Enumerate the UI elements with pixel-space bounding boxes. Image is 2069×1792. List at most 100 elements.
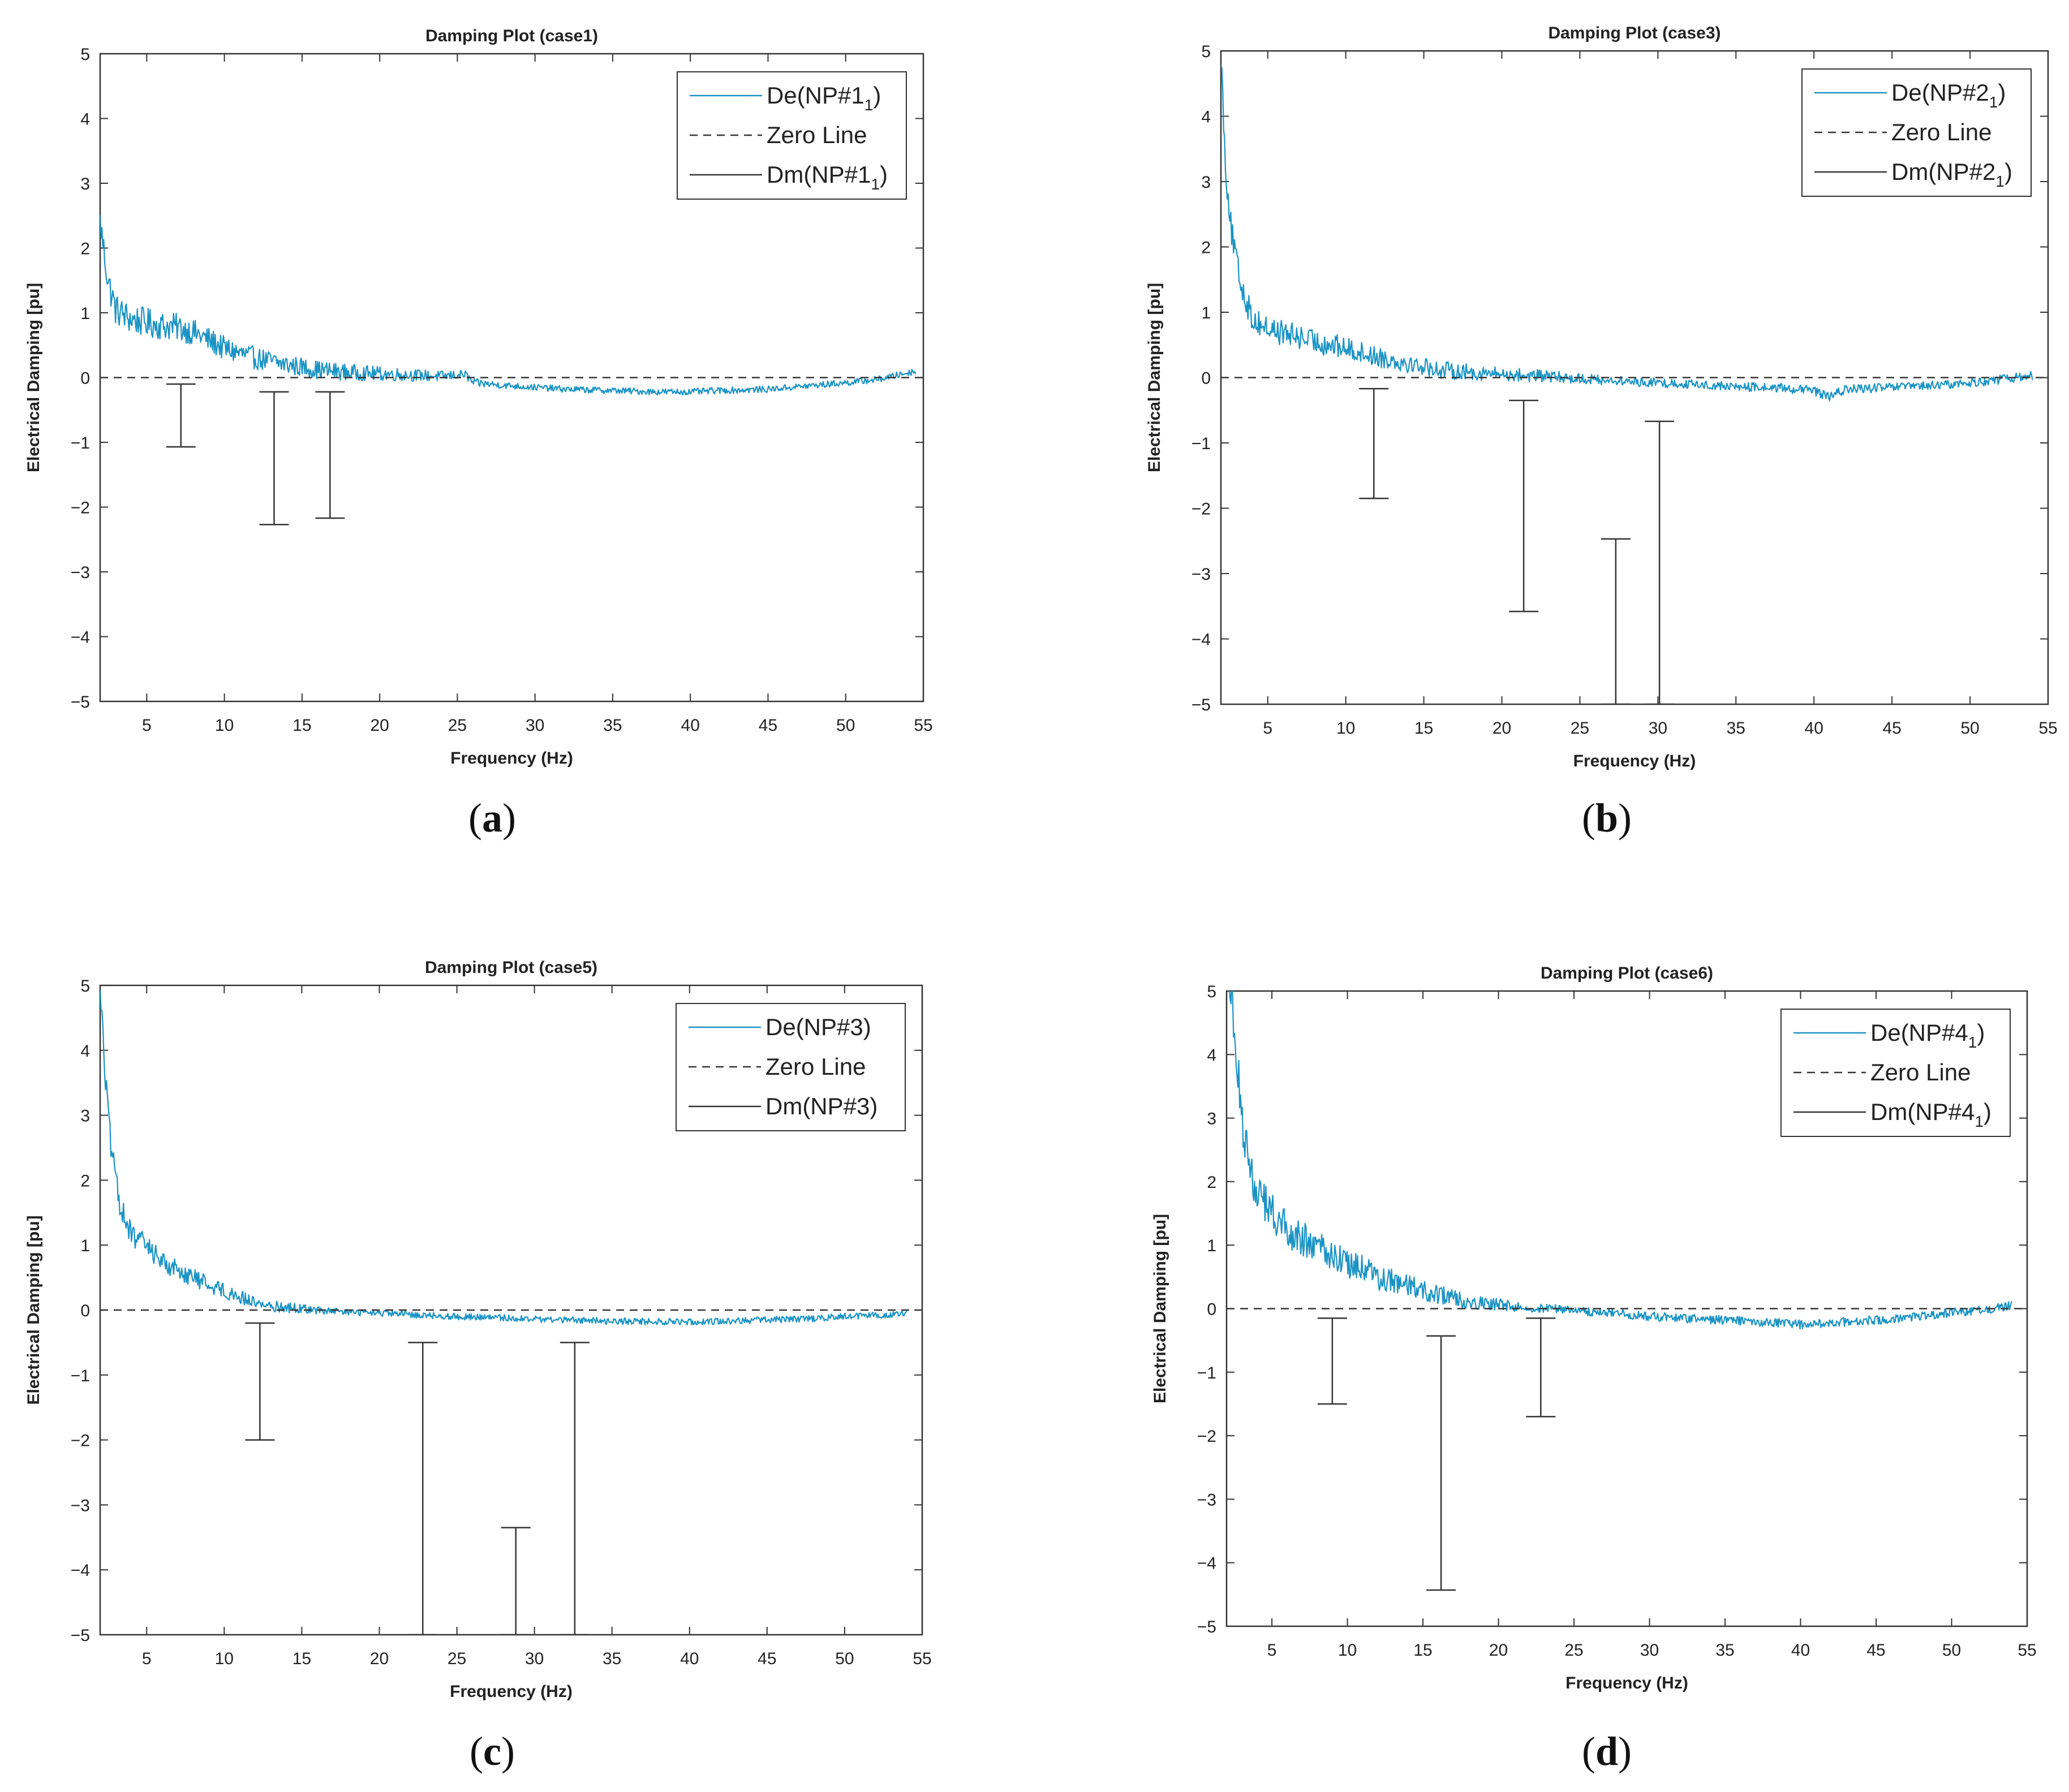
y-tick-label: 1 <box>1201 304 1211 322</box>
dm-bar <box>315 391 345 519</box>
y-tick-label: 2 <box>1207 1173 1216 1192</box>
y-axis-label: Electrical Damping [pu] <box>1145 283 1164 472</box>
x-tick-label: 20 <box>1492 719 1511 738</box>
panel-caption: (d) <box>1582 1729 1632 1774</box>
panel-caption: (b) <box>1582 795 1632 841</box>
y-tick-label: 0 <box>1201 369 1211 388</box>
x-tick-label: 50 <box>835 1649 854 1668</box>
x-axis-label: Frequency (Hz) <box>450 1682 573 1701</box>
x-tick-label: 40 <box>681 716 700 735</box>
y-tick-label: −4 <box>1197 1554 1216 1573</box>
dm-bar <box>1645 420 1675 704</box>
y-tick-label: −3 <box>71 563 90 582</box>
legend-entry: De(NP#3) <box>765 1014 871 1040</box>
x-tick-label: 10 <box>215 1649 234 1668</box>
dm-bar <box>1359 387 1389 499</box>
x-tick-label: 30 <box>525 1649 544 1668</box>
x-tick-label: 15 <box>1414 719 1433 738</box>
y-tick-label: −1 <box>71 1367 90 1385</box>
dm-bar <box>560 1342 590 1635</box>
y-tick-label: −2 <box>1197 1427 1216 1446</box>
legend: De(NP#3) Zero Line Dm(NP#3) <box>676 1003 906 1131</box>
dm-bar <box>1526 1317 1556 1418</box>
chart-title: Damping Plot (case6) <box>1541 964 1713 983</box>
legend-entry: De(NP#11) <box>767 82 881 114</box>
legend-entry: De(NP#21) <box>1891 79 2006 111</box>
y-tick-label: −1 <box>71 434 90 453</box>
x-tick-label: 50 <box>1960 719 1979 738</box>
y-tick-label: 4 <box>80 1042 90 1061</box>
x-tick-label: 45 <box>759 716 777 735</box>
y-tick-label: 1 <box>80 304 90 323</box>
dm-bar <box>1601 538 1631 704</box>
x-tick-label: 15 <box>293 716 311 735</box>
chart-title: Damping Plot (case1) <box>425 27 598 45</box>
y-tick-label: 2 <box>80 1171 90 1190</box>
x-tick-label: 45 <box>758 1649 776 1668</box>
x-axis-label: Frequency (Hz) <box>450 749 573 768</box>
legend-entry: Zero Line <box>765 1053 866 1080</box>
x-tick-label: 55 <box>2018 1641 2036 1660</box>
legend: De(NP#11) Zero Line Dm(NP#11) <box>677 71 907 200</box>
y-tick-label: −4 <box>1191 631 1211 649</box>
y-tick-label: 0 <box>1207 1300 1216 1319</box>
y-tick-label: −4 <box>71 1561 90 1580</box>
legend-entry: Zero Line <box>1891 119 1991 145</box>
x-tick-label: 30 <box>526 716 544 735</box>
dm-bar <box>408 1342 438 1635</box>
y-tick-label: 5 <box>80 45 90 64</box>
x-tick-label: 45 <box>1882 719 1901 738</box>
y-tick-label: −5 <box>71 693 90 712</box>
dm-bar <box>501 1527 531 1635</box>
y-tick-label: 1 <box>1207 1237 1216 1255</box>
x-tick-label: 25 <box>1571 719 1589 738</box>
y-axis-label: Electrical Damping [pu] <box>1151 1214 1169 1403</box>
dm-bar <box>1509 399 1539 613</box>
x-tick-label: 35 <box>603 1649 621 1668</box>
x-tick-label: 20 <box>370 716 389 735</box>
y-tick-label: 2 <box>80 240 90 259</box>
y-tick-label: 5 <box>80 977 90 996</box>
x-tick-label: 30 <box>1649 719 1667 738</box>
legend-entry: De(NP#41) <box>1870 1019 1985 1051</box>
x-tick-label: 50 <box>1942 1641 1961 1660</box>
y-tick-label: 0 <box>80 1302 90 1320</box>
panel-caption: (c) <box>470 1729 515 1774</box>
panel-caption: (a) <box>468 795 516 841</box>
y-tick-label: 5 <box>1201 42 1211 61</box>
x-tick-label: 40 <box>1791 1641 1810 1660</box>
y-tick-label: 0 <box>80 369 90 388</box>
x-tick-label: 10 <box>1338 1641 1357 1660</box>
x-tick-label: 35 <box>603 716 622 735</box>
x-tick-label: 5 <box>1263 719 1272 738</box>
x-tick-label: 10 <box>1336 719 1355 738</box>
dm-bar <box>1426 1335 1456 1591</box>
y-tick-label: −2 <box>1191 500 1211 519</box>
y-tick-label: 1 <box>80 1237 90 1255</box>
y-tick-label: −1 <box>1197 1364 1216 1382</box>
y-tick-label: −5 <box>1197 1618 1216 1636</box>
dm-bar <box>245 1322 275 1441</box>
y-tick-label: −3 <box>1197 1491 1216 1509</box>
x-tick-label: 55 <box>2038 719 2057 738</box>
y-tick-label: 4 <box>1207 1046 1216 1065</box>
x-tick-label: 55 <box>914 716 932 735</box>
x-tick-label: 45 <box>1866 1641 1885 1660</box>
y-axis-label: Electrical Damping [pu] <box>24 283 43 472</box>
x-tick-label: 25 <box>448 1649 466 1668</box>
x-tick-label: 35 <box>1715 1641 1734 1660</box>
y-tick-label: 3 <box>1207 1110 1216 1128</box>
chart-title: Damping Plot (case5) <box>425 958 597 977</box>
legend: De(NP#21) Zero Line Dm(NP#21) <box>1801 68 2032 197</box>
dm-bar <box>1317 1317 1347 1405</box>
x-tick-label: 40 <box>680 1649 699 1668</box>
legend-entry: Dm(NP#41) <box>1870 1099 1991 1130</box>
y-tick-label: −4 <box>71 628 90 647</box>
dm-bar <box>259 391 289 525</box>
y-tick-label: −5 <box>71 1626 90 1645</box>
